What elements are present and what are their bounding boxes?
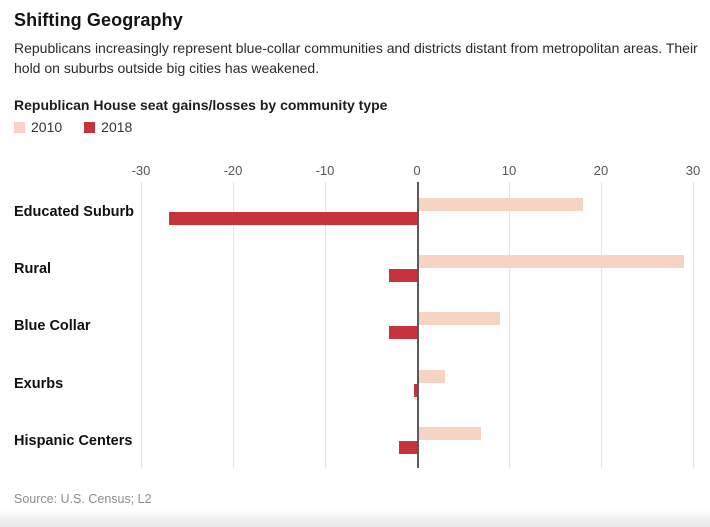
category-label: Rural	[14, 261, 52, 278]
x-axis: -30 -20 -10 0 10 20 30	[0, 163, 710, 178]
x-tick-label: 10	[501, 163, 517, 178]
bar-2018-exurbs	[414, 383, 417, 397]
category-label: Exurbs	[14, 375, 64, 392]
x-tick-label: -30	[131, 163, 151, 178]
legend-swatch-icon	[14, 121, 25, 133]
gridline	[693, 182, 694, 468]
legend-item-2010: 2010	[14, 119, 62, 135]
x-tick-label: 0	[413, 163, 421, 178]
legend-item-2018: 2018	[84, 119, 132, 135]
card-bottom-shadow	[0, 509, 710, 527]
gridline	[509, 182, 510, 468]
gridline	[601, 182, 602, 468]
legend-swatch-icon	[84, 121, 96, 133]
source-note: Source: U.S. Census; L2	[14, 492, 152, 506]
bar-2010-blue-collar	[417, 312, 500, 326]
bar-2018-hispanic-centers	[398, 440, 417, 454]
bar-2018-rural	[389, 269, 417, 283]
x-tick-label: -10	[315, 163, 335, 178]
chart-title: Republican House seat gains/losses by co…	[14, 97, 388, 113]
page-title: Shifting Geography	[14, 10, 183, 30]
bar-2010-hispanic-centers	[417, 426, 482, 440]
gridline	[233, 182, 234, 468]
legend: 2010 2018	[14, 119, 132, 135]
bar-2010-exurbs	[417, 369, 445, 383]
bar-2010-educated-suburb	[417, 198, 583, 211]
bar-2018-educated-suburb	[168, 212, 417, 225]
page-subtitle: Republicans increasingly represent blue-…	[14, 40, 698, 76]
gridline	[325, 182, 326, 468]
x-tick-label: -20	[223, 163, 243, 178]
gridline	[141, 182, 142, 468]
plot-area	[141, 182, 694, 468]
legend-label: 2010	[31, 119, 63, 135]
x-tick-label: 20	[593, 163, 609, 178]
category-label: Hispanic Centers	[14, 432, 133, 449]
category-label: Educated Suburb	[14, 204, 135, 220]
x-tick-label: 30	[685, 163, 701, 178]
bar-2010-rural	[417, 255, 684, 269]
chart-header: Shifting Geography Republicans increasin…	[14, 10, 698, 78]
legend-label: 2018	[101, 119, 133, 135]
bar-2018-blue-collar	[389, 326, 417, 340]
category-label: Blue Collar	[14, 318, 91, 335]
zero-baseline	[417, 182, 419, 468]
